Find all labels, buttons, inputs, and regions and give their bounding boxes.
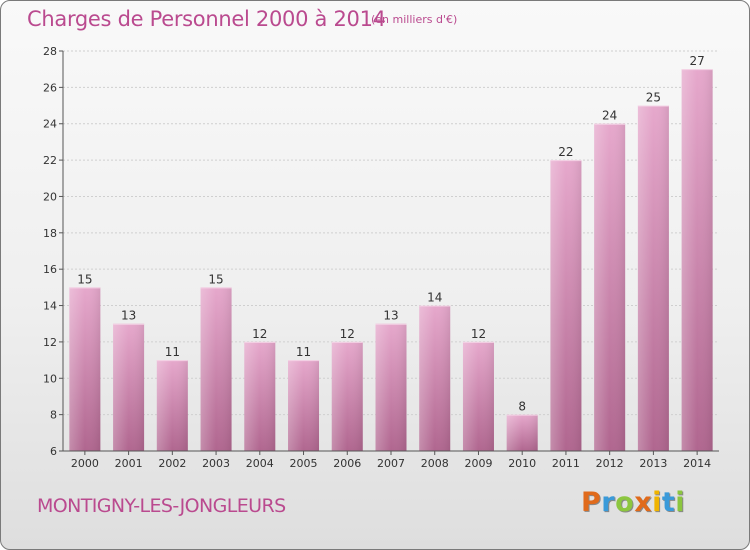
data-label: 12 — [471, 327, 486, 341]
data-label: 25 — [646, 91, 661, 105]
x-tick-label: 2012 — [596, 457, 624, 470]
data-label: 11 — [165, 345, 180, 359]
data-label: 24 — [602, 109, 617, 123]
bar-shine — [156, 360, 188, 451]
bar-shine — [244, 341, 276, 451]
proxiti-logo: Proxiti — [581, 487, 685, 518]
data-label: 11 — [296, 345, 311, 359]
data-label: 14 — [427, 291, 442, 305]
x-tick-label: 2002 — [158, 457, 186, 470]
axes — [59, 50, 719, 455]
x-tick-label: 2007 — [377, 457, 405, 470]
bar-shine — [637, 105, 669, 451]
y-tick-label: 20 — [43, 190, 57, 203]
bars — [69, 69, 713, 452]
bar-shine — [506, 414, 538, 451]
logo-letter: x — [634, 487, 653, 518]
data-label: 13 — [383, 309, 398, 323]
bar-shine — [419, 305, 451, 451]
bar-shine — [594, 123, 626, 452]
y-tick-label: 8 — [50, 409, 57, 422]
y-tick-label: 14 — [43, 300, 57, 313]
bar-shine — [550, 160, 582, 451]
y-tick-label: 6 — [50, 445, 57, 458]
x-tick-label: 2008 — [421, 457, 449, 470]
logo-letter: r — [601, 487, 616, 518]
x-tick-label: 2010 — [508, 457, 536, 470]
y-tick-label: 24 — [43, 118, 57, 131]
x-tick-label: 2004 — [246, 457, 274, 470]
data-label: 27 — [689, 54, 704, 68]
data-label: 12 — [252, 327, 267, 341]
labels: 6 8 10 12 14 16 18 20 22 24 26 28 15 2000 13 2001 11 2002… — [43, 45, 711, 470]
logo-letter: t — [661, 487, 676, 518]
x-tick-label: 2000 — [71, 457, 99, 470]
x-tick-label: 2011 — [552, 457, 580, 470]
x-tick-label: 2001 — [115, 457, 143, 470]
bar-shine — [331, 341, 363, 451]
x-tick-label: 2013 — [639, 457, 667, 470]
bar-shine — [462, 341, 494, 451]
x-tick-label: 2005 — [290, 457, 318, 470]
x-tick-label: 2009 — [464, 457, 492, 470]
data-label: 22 — [558, 145, 573, 159]
bar-shine — [681, 69, 713, 451]
logo-letter: o — [615, 487, 635, 518]
town-name: MONTIGNY-LES-JONGLEURS — [37, 495, 286, 517]
logo-letter: P — [581, 487, 602, 518]
y-tick-label: 18 — [43, 227, 57, 240]
x-tick-label: 2003 — [202, 457, 230, 470]
bar-shine — [200, 287, 232, 451]
bar-shine — [113, 323, 145, 451]
data-label: 12 — [340, 327, 355, 341]
data-label: 15 — [208, 272, 223, 286]
y-tick-label: 28 — [43, 45, 57, 58]
x-tick-label: 2014 — [683, 457, 711, 470]
y-tick-label: 22 — [43, 154, 57, 167]
data-label: 15 — [77, 272, 92, 286]
logo-letter: i — [652, 487, 662, 518]
bar-shine — [288, 360, 320, 451]
x-tick-label: 2006 — [333, 457, 361, 470]
chart-title: Charges de Personnel 2000 à 2014 — [27, 7, 386, 31]
bar-shine — [375, 323, 407, 451]
logo-letter: i — [675, 487, 686, 518]
chart-subtitle: (en milliers d'€) — [371, 13, 458, 26]
data-label: 8 — [518, 400, 526, 414]
y-tick-label: 26 — [43, 81, 57, 94]
y-tick-label: 12 — [43, 336, 57, 349]
y-tick-label: 16 — [43, 263, 57, 276]
data-label: 13 — [121, 309, 136, 323]
y-tick-label: 10 — [43, 372, 57, 385]
bar-shine — [69, 287, 101, 451]
